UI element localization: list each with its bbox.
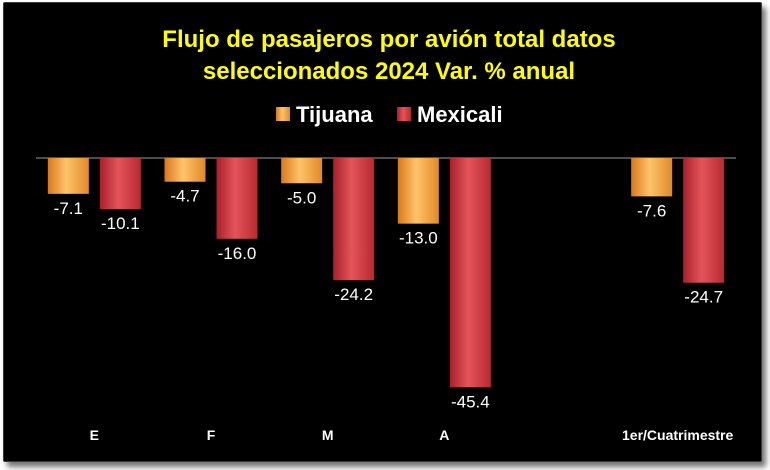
bar-tijuana-m: [281, 158, 323, 184]
chart-title-line-1: Flujo de pasajeros por avión total datos: [162, 26, 615, 53]
data-label-mexicali-1er-cuatrimestre: -24.7: [684, 288, 723, 307]
data-label-mexicali-e: -10.1: [101, 214, 140, 233]
bar-mexicali-f: [216, 158, 258, 239]
legend-swatch-mexicali: [397, 107, 411, 121]
x-tick-label: A: [439, 427, 449, 443]
data-label-mexicali-m: -24.2: [334, 285, 373, 304]
legend-swatch-tijuana: [276, 107, 290, 121]
data-label-tijuana-m: -5.0: [287, 188, 316, 207]
x-tick-label: E: [90, 427, 99, 443]
x-axis-tick-labels: E F M A 1er/Cuatrimestre: [90, 427, 734, 443]
chart-title-line-2: seleccionados 2024 Var. % anual: [203, 58, 575, 85]
x-tick-label: 1er/Cuatrimestre: [622, 427, 733, 443]
legend: Tijuana Mexicali: [276, 102, 503, 127]
data-label-tijuana-f: -4.7: [170, 187, 199, 206]
bar-tijuana-a: [397, 158, 439, 224]
bar-mexicali-1er-cuatrimestre: [683, 158, 725, 283]
bar-tijuana-e: [47, 158, 89, 194]
bar-mexicali-a: [449, 158, 491, 388]
data-label-tijuana-e: -7.1: [54, 199, 83, 218]
bars-layer: [47, 158, 725, 388]
bar-mexicali-m: [333, 158, 375, 281]
x-tick-label: F: [207, 427, 216, 443]
legend-label-mexicali: Mexicali: [417, 102, 503, 127]
data-label-mexicali-a: -45.4: [451, 392, 490, 411]
x-tick-label: M: [322, 427, 334, 443]
data-label-tijuana-a: -13.0: [399, 229, 438, 248]
bar-tijuana-f: [164, 158, 206, 182]
data-labels-layer: -7.1 -10.1 -4.7 -16.0 -5.0 -24.2 -13.0 -45.4 -7.…: [54, 187, 723, 412]
bar-chart: Flujo de pasajeros por avión total datos…: [36, 26, 736, 443]
legend-label-tijuana: Tijuana: [296, 102, 373, 127]
bar-mexicali-e: [99, 158, 141, 210]
chart-frame: Flujo de pasajeros por avión total datos…: [3, 2, 762, 462]
bar-tijuana-1er-cuatrimestre: [631, 158, 673, 197]
data-label-mexicali-f: -16.0: [218, 244, 257, 263]
data-label-tijuana-1er-cuatrimestre: -7.6: [637, 201, 666, 220]
